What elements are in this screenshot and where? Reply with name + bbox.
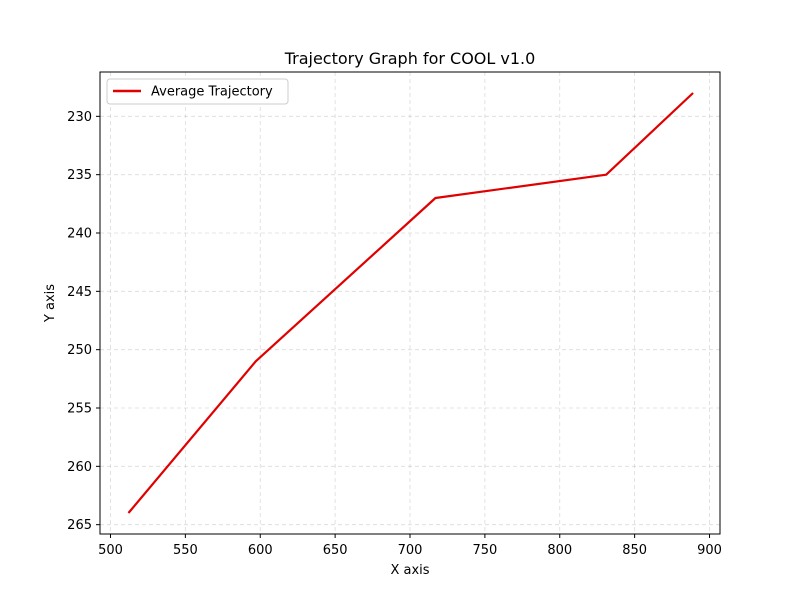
x-tick-label: 500: [98, 543, 123, 558]
x-tick-label: 550: [173, 543, 198, 558]
y-tick-label: 260: [67, 460, 92, 475]
x-tick-label: 650: [323, 543, 348, 558]
y-tick-label: 255: [67, 402, 92, 417]
legend: Average Trajectory: [106, 78, 289, 105]
x-tick-label: 850: [622, 543, 647, 558]
y-tick-label: 250: [67, 343, 92, 358]
x-tick-label: 750: [472, 543, 497, 558]
y-tick-label: 240: [67, 227, 92, 242]
x-tick-label: 600: [248, 543, 273, 558]
y-tick-label: 230: [67, 110, 92, 125]
tick-layer: 500 550 600 650 700 750 800 850 900 230 235 240 245 2…: [67, 110, 722, 558]
x-axis-label: X axis: [390, 563, 429, 578]
y-axis-label: Y axis: [43, 284, 58, 323]
series-line-average-trajectory: [127, 92, 694, 514]
x-tick-label: 800: [547, 543, 572, 558]
chart-title: Trajectory Graph for COOL v1.0: [284, 49, 536, 68]
series-layer: [127, 92, 694, 514]
legend-label: Average Trajectory: [151, 85, 273, 100]
x-tick-label: 900: [697, 543, 722, 558]
y-tick-label: 265: [67, 518, 92, 533]
x-tick-label: 700: [398, 543, 423, 558]
legend-box: [106, 78, 289, 105]
y-tick-label: 245: [67, 285, 92, 300]
y-tick-label: 235: [67, 168, 92, 183]
